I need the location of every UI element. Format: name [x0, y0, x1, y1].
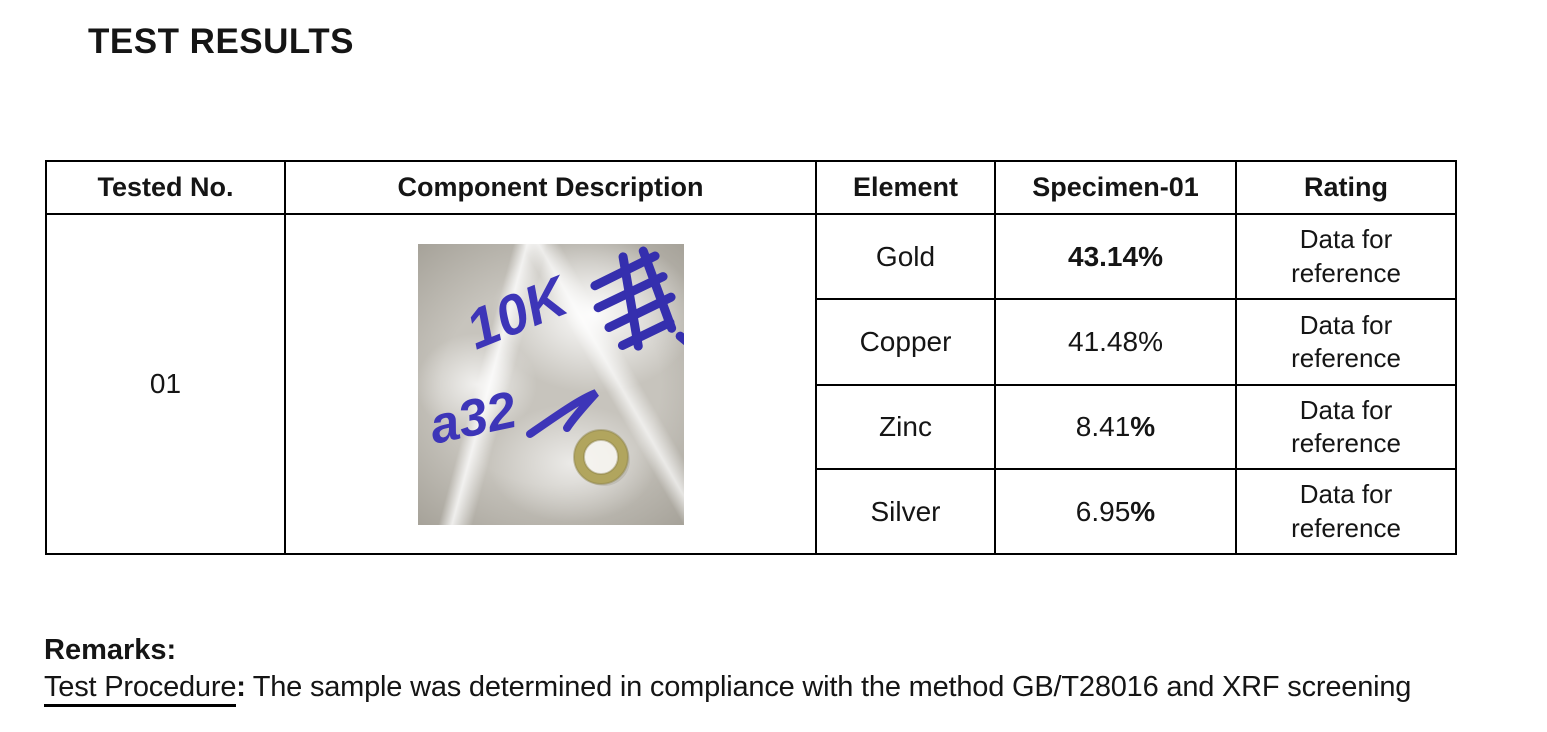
header-tested-no: Tested No.: [45, 160, 286, 215]
page-title: TEST RESULTS: [88, 22, 354, 61]
header-rating: Rating: [1235, 160, 1457, 215]
element-cell: Zinc: [815, 384, 996, 470]
header-element: Element: [815, 160, 996, 215]
specimen-value-cell: 41.48%: [994, 298, 1237, 386]
gold-ring: [572, 428, 630, 486]
header-specimen-01: Specimen-01: [994, 160, 1237, 215]
test-procedure-label: Test Procedure: [44, 671, 236, 707]
specimen-photo: 10K a32: [417, 243, 684, 525]
value-number: 6.95: [1075, 495, 1131, 527]
table-row: Silver 6.95% Data for reference: [46, 468, 1457, 555]
value-percent-sign: %: [1130, 495, 1156, 527]
rating-cell: Data for reference: [1235, 384, 1457, 470]
value-number: 8.41: [1075, 411, 1131, 442]
handwriting-swoosh-stroke: [525, 388, 599, 438]
test-procedure-colon: :: [236, 671, 246, 703]
element-cell: Gold: [815, 213, 996, 300]
handwriting-10k-text: 10K: [456, 262, 578, 360]
element-cell: Copper: [815, 298, 996, 386]
value-percent-sign: %: [1138, 240, 1163, 272]
specimen-value-cell: 6.95%: [994, 468, 1237, 555]
element-cell: Silver: [815, 468, 996, 555]
handwriting-pen-marks: 10K a32: [424, 246, 684, 455]
value-percent-sign: %: [1138, 326, 1163, 357]
rating-cell: Data for reference: [1235, 213, 1457, 300]
specimen-value-cell: 43.14%: [994, 213, 1237, 300]
tested-no-cell: 01: [45, 213, 286, 555]
table-row: 01 10K a32: [45, 213, 1457, 555]
handwritten-hanzi-character: [589, 246, 684, 351]
handwriting-a32-text: a32: [424, 380, 521, 455]
component-description-cell: 10K a32: [284, 213, 817, 555]
test-procedure-text: The sample was determined in compliance …: [252, 671, 1412, 703]
specimen-value-cell: 8.41%: [994, 384, 1237, 470]
rating-cell: Data for reference: [1235, 468, 1457, 555]
test-results-table: Tested No. Component Description Element…: [45, 160, 1457, 555]
value-percent-sign: %: [1130, 411, 1156, 442]
remarks-heading: Remarks:: [44, 634, 177, 666]
table-header-row: Tested No. Component Description Element…: [45, 160, 1457, 215]
table-row: Copper 41.48% Data for reference: [46, 298, 1457, 386]
value-number: 43.14: [1068, 240, 1139, 272]
header-component-description: Component Description: [284, 160, 817, 215]
test-procedure-line: Test Procedure: The sample was determined…: [44, 671, 1412, 707]
specimen-photo-overlay: 10K a32: [424, 246, 684, 486]
rating-cell: Data for reference: [1235, 298, 1457, 386]
value-number: 41.48: [1068, 326, 1139, 357]
table-row: Zinc 8.41% Data for reference: [46, 384, 1457, 470]
